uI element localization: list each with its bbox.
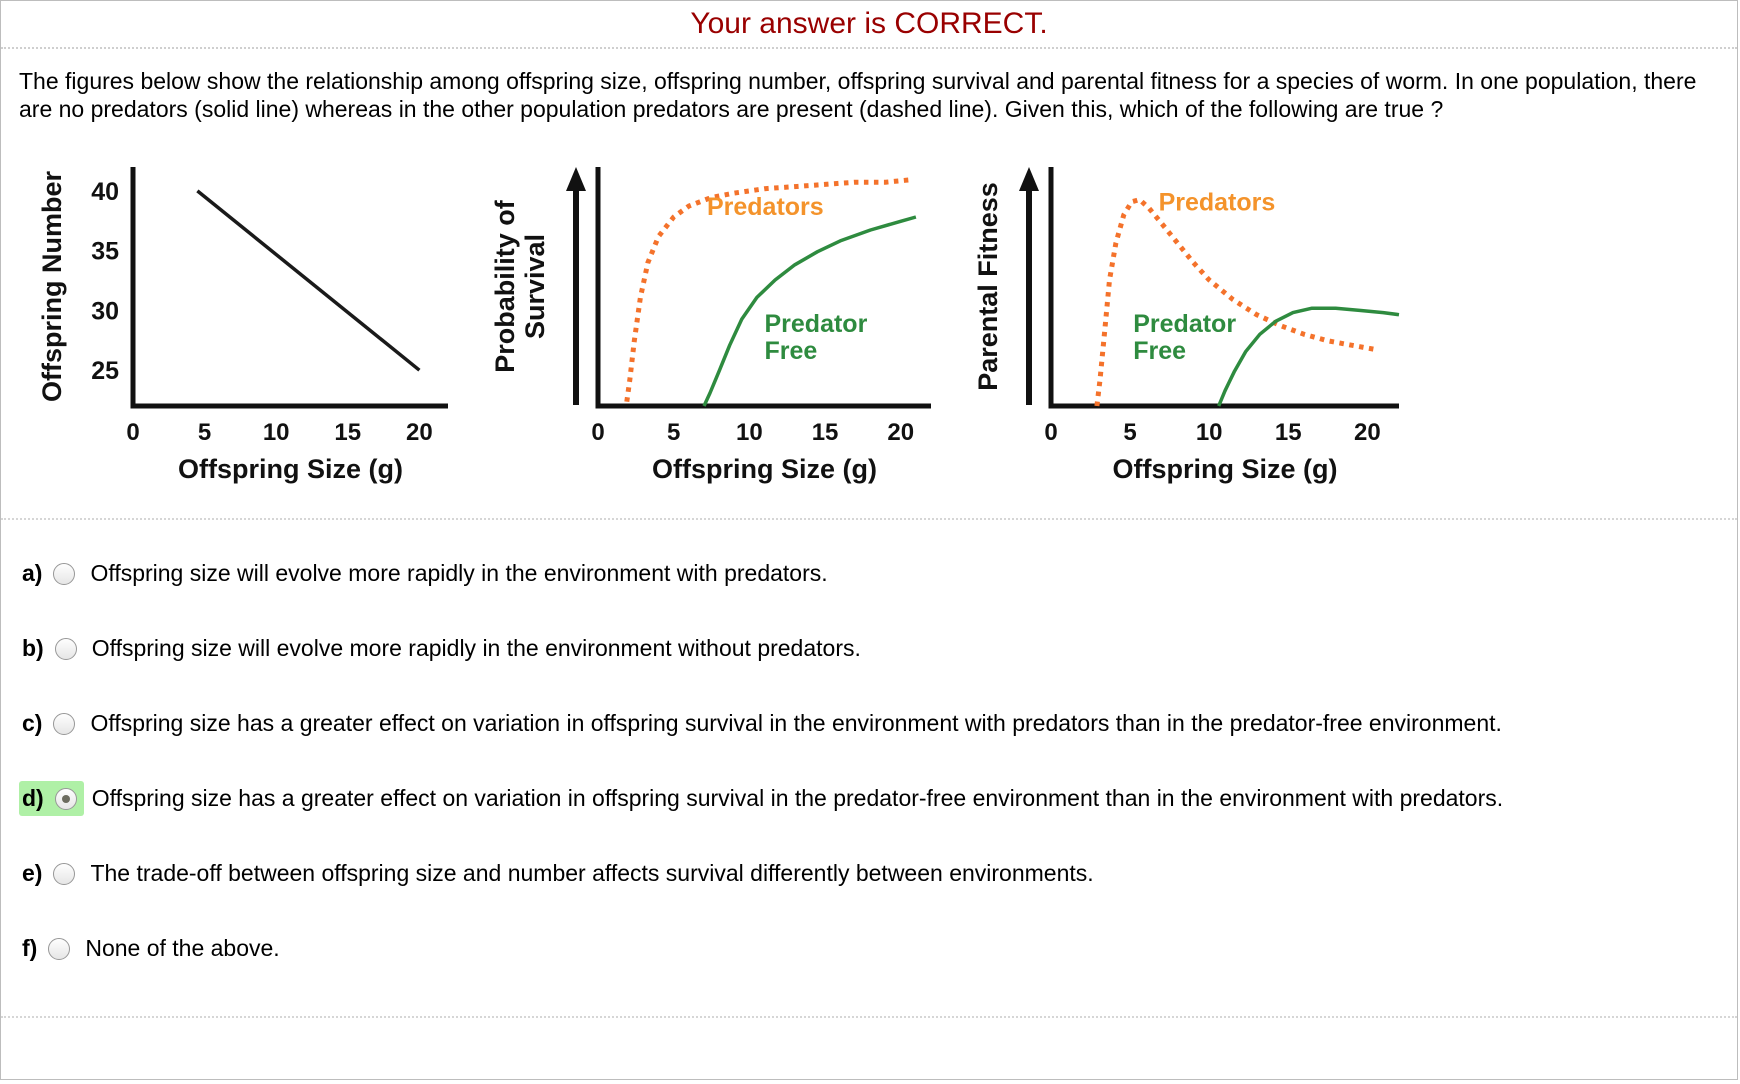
chart-offspring-number: Offspring Number 0 5 10 15 20 25 30 35 40 Offsprin… xyxy=(37,167,448,484)
option-text: Offspring size will evolve more rapidly … xyxy=(91,635,861,662)
option-letter: c) xyxy=(22,710,43,737)
option-text: Offspring size will evolve more rapidly … xyxy=(90,560,828,587)
option-radio-button[interactable] xyxy=(48,937,71,960)
option-radio-button[interactable] xyxy=(54,787,77,810)
option-selector: d) xyxy=(19,781,84,817)
option-letter: b) xyxy=(22,635,44,662)
svg-text:25: 25 xyxy=(91,357,119,385)
svg-text:Survival: Survival xyxy=(520,234,550,339)
option-text: Offspring size has a greater effect on v… xyxy=(91,785,1504,812)
answer-option-row: a) Offspring size will evolve more rapid… xyxy=(19,556,1737,591)
option-letter: f) xyxy=(22,935,38,962)
svg-text:5: 5 xyxy=(1123,419,1136,446)
option-radio-button[interactable] xyxy=(53,712,76,735)
svg-text:40: 40 xyxy=(91,178,119,206)
svg-text:Free: Free xyxy=(1133,337,1186,365)
svg-text:Offspring Size (g): Offspring Size (g) xyxy=(652,454,877,484)
svg-text:Offspring Size (g): Offspring Size (g) xyxy=(1113,454,1338,484)
svg-text:Parental Fitness: Parental Fitness xyxy=(973,182,1003,391)
result-banner-text: Your answer is CORRECT. xyxy=(690,7,1048,40)
answer-option-row: f) None of the above. xyxy=(19,931,1737,966)
result-banner: Your answer is CORRECT. xyxy=(1,1,1737,49)
svg-text:Predator: Predator xyxy=(765,310,868,338)
chart-parental-fitness: Parental Fitness 0 5 10 15 20 Offspring Size (… xyxy=(973,167,1400,484)
svg-text:Offspring Number: Offspring Number xyxy=(37,171,67,402)
option-selector: e) xyxy=(19,856,82,891)
charts-row: Offspring Number 0 5 10 15 20 25 30 35 40 Offsprin… xyxy=(1,129,1737,518)
option-radio-button[interactable] xyxy=(53,862,76,885)
svg-text:5: 5 xyxy=(667,419,680,446)
option-selector: c) xyxy=(19,706,82,741)
svg-text:15: 15 xyxy=(334,419,361,446)
question-text: The figures below show the relationship … xyxy=(19,68,1697,123)
option-selector: f) xyxy=(19,931,77,966)
option-selector: a) xyxy=(19,556,82,591)
option-radio-button[interactable] xyxy=(54,637,77,660)
svg-text:Predators: Predators xyxy=(707,193,824,221)
svg-text:15: 15 xyxy=(812,419,839,446)
option-letter: d) xyxy=(22,785,44,812)
answer-option-row: e) The trade-off between offspring size … xyxy=(19,856,1737,891)
answer-option-row: b) Offspring size will evolve more rapid… xyxy=(19,631,1737,666)
svg-text:20: 20 xyxy=(406,419,433,446)
svg-text:0: 0 xyxy=(591,419,604,446)
svg-text:Predators: Predators xyxy=(1159,189,1276,217)
option-text: The trade-off between offspring size and… xyxy=(90,860,1094,887)
option-radio-button[interactable] xyxy=(53,562,76,585)
svg-text:15: 15 xyxy=(1275,419,1302,446)
radio-dot-icon xyxy=(61,794,70,803)
option-letter: e) xyxy=(22,860,43,887)
answer-option-row: c) Offspring size has a greater effect o… xyxy=(19,706,1737,741)
svg-text:0: 0 xyxy=(1044,419,1057,446)
chart-survival-probability: Probability of Survival 0 5 10 15 20 Offspring … xyxy=(490,167,931,484)
separator-bottom xyxy=(1,1016,1737,1019)
svg-text:20: 20 xyxy=(1354,419,1381,446)
option-letter: a) xyxy=(22,560,43,587)
svg-text:0: 0 xyxy=(126,419,139,446)
svg-text:Probability of: Probability of xyxy=(490,199,520,373)
svg-text:Predator: Predator xyxy=(1133,310,1236,338)
option-text: Offspring size has a greater effect on v… xyxy=(90,710,1502,737)
svg-text:10: 10 xyxy=(736,419,763,446)
answer-option-row: d) Offspring size has a greater effect o… xyxy=(19,781,1737,817)
option-selector: b) xyxy=(19,631,84,666)
svg-text:30: 30 xyxy=(91,297,119,325)
svg-text:5: 5 xyxy=(198,419,211,446)
svg-text:20: 20 xyxy=(887,419,914,446)
svg-text:Free: Free xyxy=(765,337,818,365)
svg-text:35: 35 xyxy=(91,238,119,266)
separator-top-of-options xyxy=(1,518,1737,521)
svg-text:Offspring Size (g): Offspring Size (g) xyxy=(178,454,403,484)
svg-text:10: 10 xyxy=(1196,419,1223,446)
answer-options: a) Offspring size will evolve more rapid… xyxy=(1,520,1737,1016)
option-text: None of the above. xyxy=(85,935,280,962)
svg-text:10: 10 xyxy=(263,419,290,446)
